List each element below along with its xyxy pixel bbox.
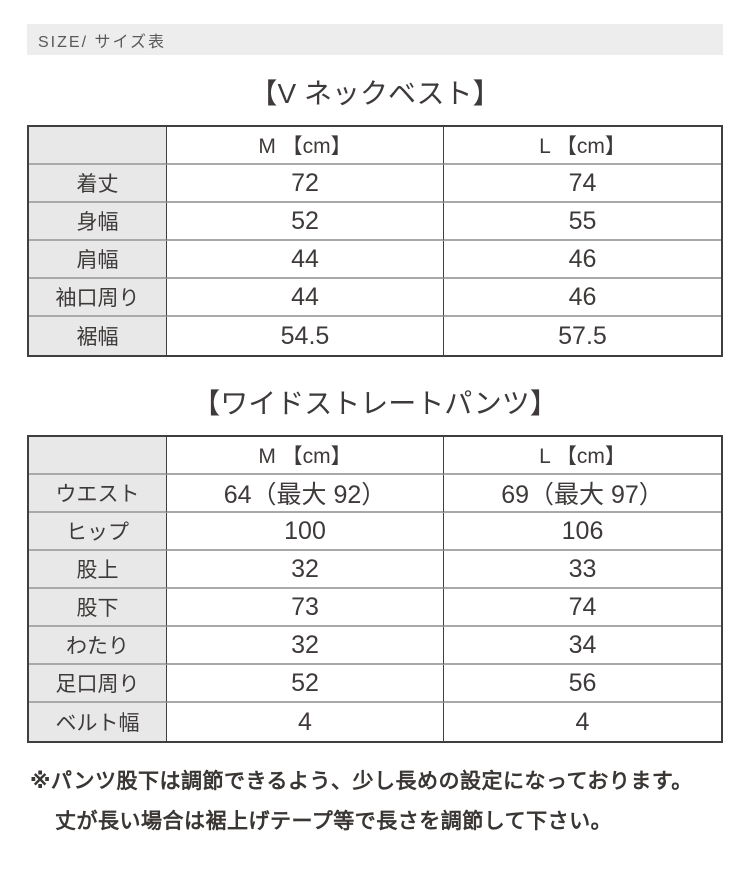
row-label: 身幅	[29, 203, 167, 241]
column-header-l: L 【cm】	[444, 127, 721, 165]
size-value-l: 4	[575, 707, 590, 736]
note-line-1: ※パンツ股下は調節できるよう、少し長めの設定になっております。	[30, 770, 693, 793]
corner-cell	[29, 437, 167, 475]
table-row: 股上 32 33	[29, 551, 721, 589]
size-value-m: 44	[167, 241, 444, 279]
note-line-2: 丈が長い場合は裾上げテープ等で長さを調節して下さい。	[55, 810, 613, 833]
column-header-m: M 【cm】	[167, 127, 444, 165]
size-value-l: 56	[444, 665, 721, 703]
table-row: 肩幅 44 46	[29, 241, 721, 279]
size-value-m: 44	[167, 279, 444, 317]
size-value-l: 74	[444, 589, 721, 627]
table-row: 着丈 72 74	[29, 165, 721, 203]
table-row: 身幅 52 55	[29, 203, 721, 241]
size-value-m: 52	[167, 665, 444, 703]
corner-cell	[29, 127, 167, 165]
row-label: 袖口周り	[29, 279, 167, 317]
size-value-m: 32	[167, 627, 444, 665]
hem-adjustment-note: ※パンツ股下は調節できるよう、少し長めの設定になっております。 丈が長い場合は裾…	[30, 762, 723, 842]
row-label: 股上	[29, 551, 167, 589]
size-value-m: 54.5	[167, 317, 444, 355]
size-value-m: 72	[167, 165, 444, 203]
row-label: 裾幅	[29, 317, 167, 355]
size-value-m: 100	[167, 513, 444, 551]
size-value-l: 46	[444, 241, 721, 279]
size-value-l: 33	[444, 551, 721, 589]
table-row: 裾幅 54.5 57.5	[29, 317, 721, 355]
size-section-label: SIZE/ サイズ表	[38, 33, 166, 51]
size-value-l: 74	[444, 165, 721, 203]
table-row: 袖口周り 44 46	[29, 279, 721, 317]
row-label: 股下	[29, 589, 167, 627]
table-row: ウエスト 64（最大 92） 69（最大 97）	[29, 475, 721, 513]
row-label: 足口周り	[29, 665, 167, 703]
row-label: 着丈	[29, 165, 167, 203]
table-row: 足口周り 52 56	[29, 665, 721, 703]
table-header-row: M 【cm】 L 【cm】	[29, 127, 721, 165]
row-label: 肩幅	[29, 241, 167, 279]
size-value-m: 32	[167, 551, 444, 589]
table-row: 股下 73 74	[29, 589, 721, 627]
column-header-m: M 【cm】	[167, 437, 444, 475]
table-row: ベルト幅 4 4	[29, 703, 721, 741]
size-value-m: 4	[167, 703, 444, 741]
size-value-m: 73	[167, 589, 444, 627]
row-label: ヒップ	[29, 513, 167, 551]
size-value-l: 106	[444, 513, 721, 551]
size-value-l: 69（最大 97）	[444, 475, 721, 513]
size-section-bar: SIZE/ サイズ表	[27, 24, 723, 55]
pants-size-table: M 【cm】 L 【cm】 ウエスト 64（最大 92） 69（最大 97） ヒ…	[27, 435, 723, 743]
table-row: わたり 32 34	[29, 627, 721, 665]
size-value-m: 52	[167, 203, 444, 241]
pants-table-title: 【ワイドストレートパンツ】	[192, 388, 558, 419]
column-header-l: L 【cm】	[444, 437, 721, 475]
row-label: ウエスト	[29, 475, 167, 513]
vest-size-table: M 【cm】 L 【cm】 着丈 72 74 身幅 52 55 肩幅 44 46…	[27, 125, 723, 357]
row-label: わたり	[29, 627, 167, 665]
size-value-l: 46	[444, 279, 721, 317]
size-value-l: 57.5	[558, 321, 607, 350]
vest-table-title: 【V ネックベスト】	[249, 78, 501, 109]
table-row: ヒップ 100 106	[29, 513, 721, 551]
size-value-m: 64（最大 92）	[167, 475, 444, 513]
size-value-l: 55	[444, 203, 721, 241]
row-label: ベルト幅	[29, 703, 167, 741]
size-value-l: 34	[444, 627, 721, 665]
table-header-row: M 【cm】 L 【cm】	[29, 437, 721, 475]
